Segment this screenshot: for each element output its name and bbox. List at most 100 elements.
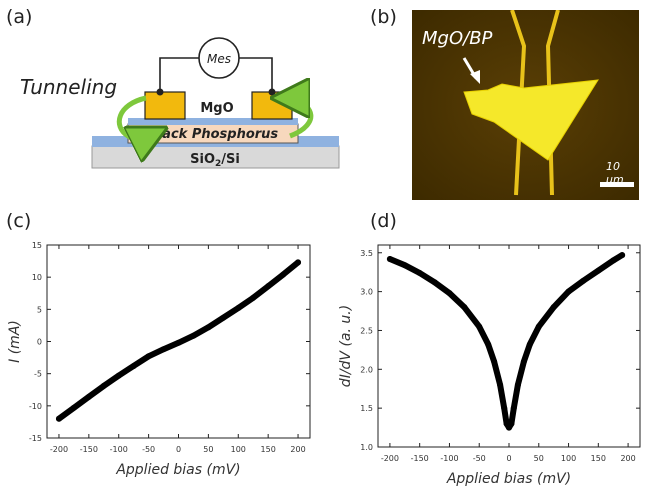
- mgo-layer: [128, 118, 298, 125]
- y-tick-label: 2.0: [360, 365, 373, 374]
- x-tick-label: -150: [80, 445, 98, 454]
- data-point: [401, 262, 408, 269]
- series-line: [386, 252, 626, 431]
- x-tick-label: 100: [561, 454, 576, 463]
- scale-bar: [600, 182, 634, 187]
- data-point: [550, 304, 557, 311]
- data-point: [565, 288, 572, 295]
- x-tick-label: 50: [203, 445, 213, 454]
- right-electrode: [251, 91, 293, 120]
- x-tick-label: 100: [231, 445, 246, 454]
- data-point: [510, 405, 517, 412]
- data-point: [55, 415, 62, 422]
- y-tick-label: 0: [37, 338, 42, 347]
- data-point: [190, 332, 197, 339]
- data-point: [115, 372, 122, 379]
- tunneling-label: Tunneling: [20, 75, 117, 99]
- data-point: [220, 314, 227, 321]
- meter-symbol: [198, 37, 240, 79]
- x-tick-label: -100: [440, 454, 458, 463]
- bp-flake: [463, 79, 599, 161]
- panel-label-c: (c): [6, 210, 32, 232]
- optical-micrograph: MgO/BP 10 µm: [412, 9, 639, 200]
- data-point: [100, 382, 107, 389]
- data-point: [580, 277, 587, 284]
- x-tick-label: 50: [534, 454, 544, 463]
- y-tick-label: -15: [29, 434, 42, 443]
- data-point: [160, 346, 167, 353]
- x-tick-label: -150: [411, 454, 429, 463]
- panel-label-b: (b): [370, 6, 397, 28]
- y-tick-label: 1.0: [360, 443, 373, 452]
- data-point: [619, 252, 626, 259]
- x-axis-label: Applied bias (mV): [446, 471, 571, 487]
- x-axis-label: Applied bias (mV): [115, 462, 240, 478]
- data-point: [70, 404, 77, 411]
- data-point: [501, 405, 508, 412]
- y-tick-label: -10: [29, 402, 42, 411]
- data-point: [491, 358, 498, 365]
- y-tick-label: 3.5: [360, 249, 373, 258]
- y-tick-label: -5: [34, 370, 42, 379]
- data-point: [205, 324, 212, 331]
- sample-label: MgO/BP: [422, 28, 493, 49]
- data-point: [85, 393, 92, 400]
- device-schematic: Tunneling Mes SiO2/Si Black Phosphorus M…: [20, 37, 340, 169]
- data-point: [235, 305, 242, 312]
- substrate-label: SiO2/Si: [190, 152, 240, 169]
- data-point: [250, 294, 257, 301]
- iv-curve-chart: -200 -150 -100 -50 0 50 100 150 200-15-10-505101…: [7, 241, 311, 478]
- data-point: [526, 341, 533, 348]
- data-point: [416, 269, 423, 276]
- right-tunneling-arrow: [290, 98, 314, 139]
- x-tick-label: 200: [620, 454, 635, 463]
- mgo-label: MgO: [200, 101, 233, 116]
- data-point: [535, 323, 542, 330]
- data-point: [145, 353, 152, 360]
- left-contact-dot: [156, 88, 164, 96]
- data-point: [130, 362, 137, 369]
- data-point: [431, 279, 438, 286]
- right-contact-dot: [268, 88, 276, 96]
- x-tick-label: -100: [110, 445, 128, 454]
- y-axis-label: I (mA): [7, 320, 23, 363]
- data-point: [446, 290, 453, 297]
- x-tick-label: 0: [176, 445, 181, 454]
- data-point: [610, 257, 617, 264]
- y-tick-label: 3.0: [360, 288, 373, 297]
- data-point: [295, 259, 302, 266]
- panel-label-d: (d): [370, 210, 397, 232]
- meter-label: Mes: [207, 52, 231, 66]
- left-electrode: [144, 91, 186, 120]
- data-point: [265, 283, 272, 290]
- data-point: [485, 341, 492, 348]
- y-tick-label: 5: [37, 305, 42, 314]
- x-tick-label: -200: [50, 445, 68, 454]
- left-tunneling-arrow: [116, 95, 150, 139]
- data-point: [497, 381, 504, 388]
- plot-frame: [377, 244, 641, 448]
- y-tick-label: 10: [32, 273, 42, 282]
- black-phosphorus-label: Black Phosphorus: [148, 127, 279, 142]
- panel-label-a: (a): [6, 6, 33, 28]
- data-point: [520, 358, 527, 365]
- y-tick-label: 15: [32, 241, 42, 250]
- y-axis-label: dI/dV (a. u.): [338, 305, 354, 387]
- x-tick-label: 200: [290, 445, 305, 454]
- scale-bar-label: 10 µm: [606, 160, 624, 186]
- data-point: [280, 271, 287, 278]
- data-point: [175, 339, 182, 346]
- micrograph-drawing: [412, 9, 639, 200]
- y-tick-label: 1.5: [360, 404, 373, 413]
- data-point: [514, 381, 521, 388]
- data-point: [595, 267, 602, 274]
- x-tick-label: 0: [506, 454, 511, 463]
- x-tick-label: 150: [261, 445, 276, 454]
- data-point: [476, 323, 483, 330]
- y-tick-label: 2.5: [360, 326, 373, 335]
- x-tick-label: 150: [591, 454, 606, 463]
- x-tick-label: -50: [142, 445, 155, 454]
- data-point: [461, 304, 468, 311]
- data-point: [508, 420, 515, 427]
- data-point: [386, 255, 393, 262]
